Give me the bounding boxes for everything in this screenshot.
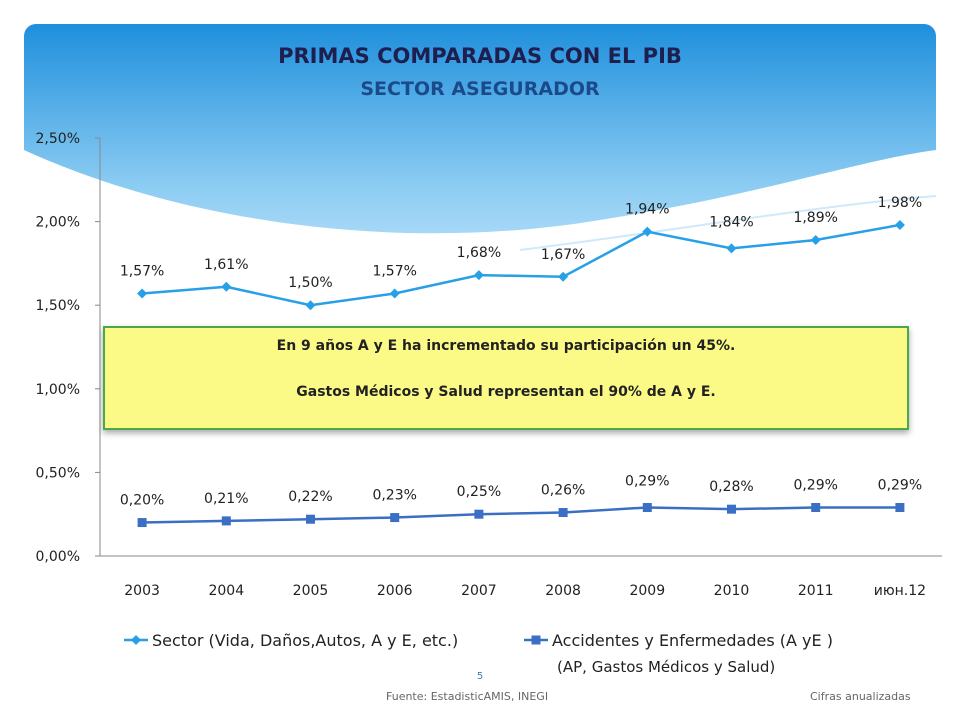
- data-point: [474, 509, 484, 519]
- slide-title: PRIMAS COMPARADAS CON EL PIB: [278, 44, 682, 68]
- legend-subnote: (AP, Gastos Médicos y Salud): [557, 658, 776, 676]
- x-tick-label: 2004: [208, 583, 244, 599]
- data-label: 1,57%: [372, 263, 416, 279]
- y-tick-label: 1,00%: [36, 382, 80, 398]
- data-point: [390, 513, 400, 523]
- data-label: 0,28%: [709, 479, 753, 495]
- data-point: [137, 288, 148, 299]
- legend-entry: Sector (Vida, Daños,Autos, A y E, etc.): [152, 631, 458, 650]
- data-label: 0,29%: [625, 474, 669, 490]
- data-label: 1,94%: [625, 202, 669, 218]
- data-point: [558, 508, 568, 518]
- data-label: 0,29%: [878, 478, 922, 494]
- y-tick-label: 1,50%: [36, 298, 80, 314]
- data-label: 0,23%: [372, 488, 416, 504]
- legend-entry: Accidentes y Enfermedades (A yE ): [552, 631, 833, 650]
- x-tick-label: 2010: [714, 583, 750, 599]
- data-point: [727, 504, 736, 514]
- data-label: 0,22%: [288, 489, 332, 505]
- legend-swatch-marker: [131, 635, 141, 645]
- y-tick-label: 0,00%: [36, 549, 80, 565]
- callout-line-1: En 9 años A y E ha incrementado su parti…: [276, 338, 736, 354]
- series-line: [142, 506, 900, 524]
- x-tick-label: 2009: [629, 583, 665, 599]
- data-label: 0,25%: [457, 484, 501, 500]
- data-point: [306, 514, 315, 524]
- series-line: [142, 223, 901, 307]
- x-tick-label: июн.12: [874, 583, 926, 599]
- data-label: 1,98%: [878, 195, 922, 211]
- slide-subtitle: SECTOR ASEGURADOR: [360, 78, 600, 100]
- series-sector: 1,57% 1,61% 1,50% 1,57% 1,68% 1,67% 1,94% 1,84%…: [120, 195, 922, 311]
- data-point: [810, 234, 821, 245]
- x-tick-label: 2006: [377, 583, 413, 599]
- data-point: [558, 271, 569, 282]
- data-point: [221, 281, 232, 292]
- callout-line-2: Gastos Médicos y Salud representan el 90…: [296, 384, 716, 400]
- data-point: [221, 516, 231, 526]
- source-note: Fuente: EstadisticAMIS, INEGI: [386, 690, 549, 703]
- page-number: 5: [476, 671, 484, 682]
- data-label: 1,89%: [793, 210, 837, 226]
- data-label: 1,67%: [541, 247, 585, 263]
- data-label: 1,57%: [120, 263, 164, 279]
- data-label: 1,68%: [457, 245, 501, 261]
- x-tick-label: 2008: [545, 583, 581, 599]
- y-tick-label: 0,50%: [36, 465, 80, 481]
- x-tick-label: 2011: [798, 583, 834, 599]
- data-label: 0,26%: [541, 483, 585, 499]
- data-point: [642, 503, 652, 513]
- data-point: [895, 503, 905, 513]
- data-label: 1,61%: [204, 257, 248, 273]
- data-point: [305, 300, 316, 311]
- figures-note: Cifras anualizadas: [810, 690, 911, 703]
- data-point: [726, 243, 737, 254]
- data-label: 0,29%: [793, 478, 837, 494]
- y-tick-label: 2,00%: [36, 215, 80, 231]
- series-accidentes-enfermedades: 0,20% 0,21% 0,22% 0,23% 0,25% 0,26% 0,29% 0,28%…: [120, 474, 922, 528]
- data-point: [389, 288, 400, 299]
- y-tick-label: 2,50%: [36, 131, 80, 147]
- callout-box: En 9 años A y E ha incrementado su parti…: [103, 326, 909, 430]
- data-point: [642, 226, 653, 237]
- data-label: 1,50%: [288, 275, 332, 291]
- chart-legend: Sector (Vida, Daños,Autos, A y E, etc.) A…: [124, 631, 833, 650]
- data-label: 0,21%: [204, 491, 248, 507]
- data-point: [811, 503, 821, 513]
- data-point: [137, 518, 147, 528]
- data-point: [473, 270, 484, 281]
- data-point: [894, 219, 905, 230]
- x-tick-label: 2007: [461, 583, 497, 599]
- chart-axes: 0,00% 0,50% 1,00% 1,50% 2,00% 2,50% 2003 2004 20…: [36, 131, 942, 599]
- x-tick-label: 2005: [293, 583, 329, 599]
- x-tick-label: 2003: [124, 583, 160, 599]
- legend-swatch-marker: [531, 635, 541, 645]
- data-label: 1,84%: [709, 214, 753, 230]
- data-label: 0,20%: [120, 493, 164, 509]
